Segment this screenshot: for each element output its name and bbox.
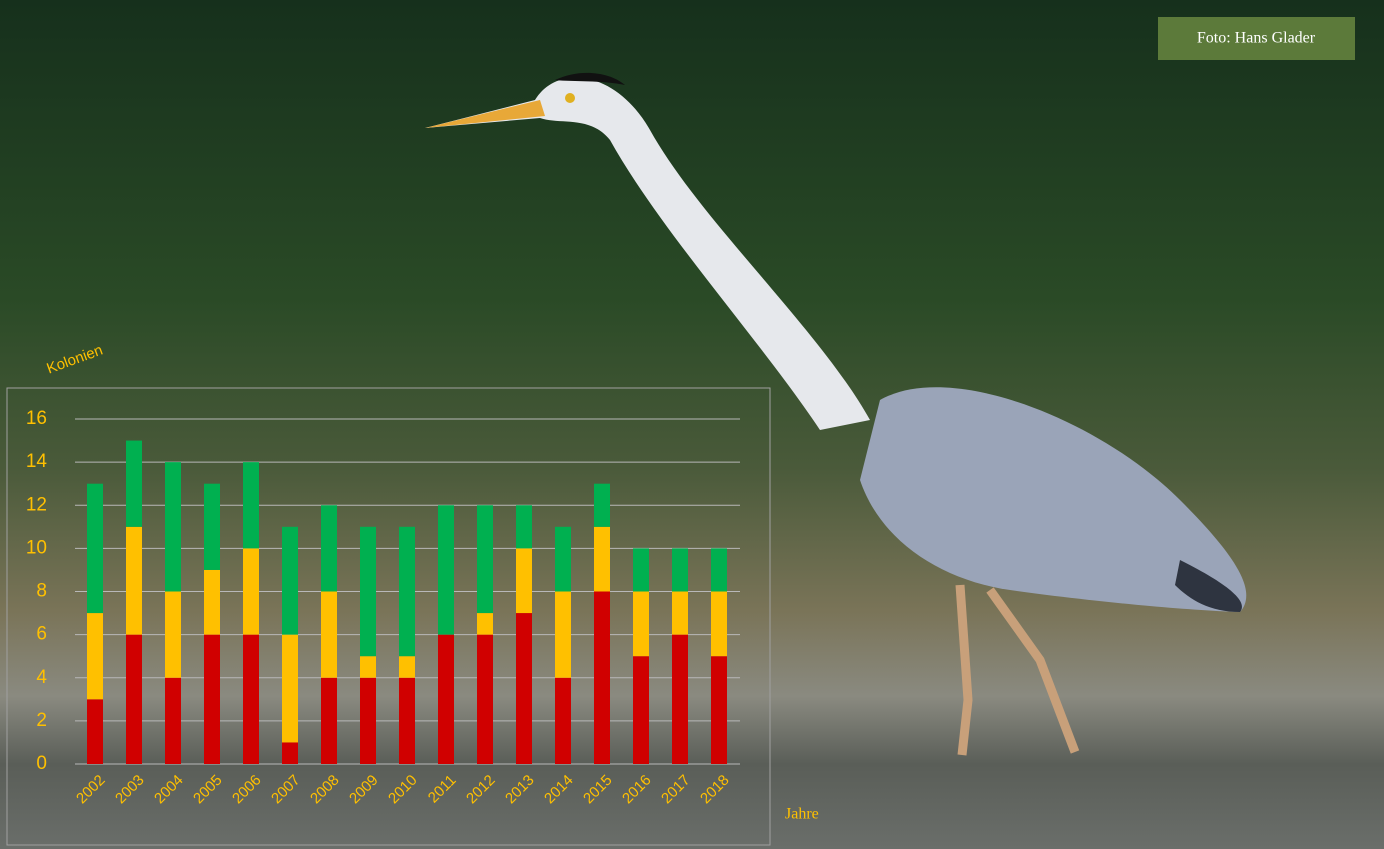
bar-segment [282, 634, 298, 743]
credit-box [1158, 17, 1355, 60]
bar-segment [555, 591, 571, 678]
bar-segment [165, 462, 181, 592]
bar-segment [126, 634, 142, 764]
bar-segment [438, 505, 454, 635]
bar-segment [126, 440, 142, 527]
bar-segment [87, 699, 103, 764]
bar-segment [516, 548, 532, 614]
bar-segment [321, 591, 337, 678]
bar-segment [555, 526, 571, 592]
bar-segment [594, 526, 610, 592]
bar-segment [243, 634, 259, 764]
bar-segment [360, 656, 376, 678]
bar-segment [360, 526, 376, 657]
y-tick-label: 2 [36, 710, 47, 731]
bar-segment [87, 483, 103, 614]
y-tick-label: 14 [26, 451, 48, 472]
bar-segment [399, 677, 415, 764]
y-tick-label: 0 [36, 753, 47, 774]
bar-segment [399, 526, 415, 657]
bar-segment [321, 677, 337, 764]
bar-segment [243, 548, 259, 635]
y-tick-label: 6 [36, 624, 47, 645]
y-tick-label: 8 [36, 581, 47, 602]
bar-segment [204, 483, 220, 570]
bar-segment [477, 613, 493, 635]
bar-segment [633, 591, 649, 657]
y-tick-label: 4 [36, 667, 47, 688]
bar-segment [711, 656, 727, 764]
bar-segment [672, 634, 688, 764]
bar-segment [204, 569, 220, 635]
chart-frame [6, 387, 771, 846]
bar-segment [438, 634, 454, 764]
bar-segment [87, 613, 103, 700]
bar-segment [516, 505, 532, 549]
bar-segment [594, 591, 610, 764]
bar-segment [282, 742, 298, 764]
y-tick-label: 16 [26, 408, 47, 429]
bar-segment [204, 634, 220, 764]
bar-segment [633, 548, 649, 592]
x-axis-label: Jahre [785, 806, 819, 823]
bar-segment [321, 505, 337, 592]
bar-segment [633, 656, 649, 764]
bar-segment [555, 677, 571, 764]
bar-segment [477, 634, 493, 764]
bar-segment [516, 613, 532, 764]
bar-segment [672, 548, 688, 592]
y-tick-label: 10 [26, 537, 47, 558]
bar-segment [672, 591, 688, 635]
bar-segment [594, 483, 610, 527]
bar-segment [243, 462, 259, 549]
bar-segment [399, 656, 415, 678]
y-tick-label: 12 [26, 494, 47, 515]
heron [425, 72, 1247, 756]
bar-segment [477, 505, 493, 614]
bar-segment [360, 677, 376, 764]
bar-segment [711, 591, 727, 657]
bar-segment [165, 677, 181, 764]
bar-segment [126, 526, 142, 635]
bar-segment [282, 526, 298, 635]
bar-segment [711, 548, 727, 592]
photo-credit: Foto: Hans Glader [1197, 30, 1316, 47]
bar-segment [165, 591, 181, 678]
